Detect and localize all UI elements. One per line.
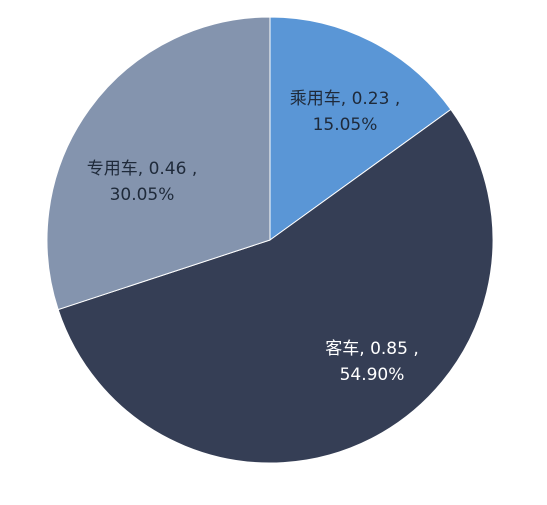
percent-label: 15.05%	[313, 115, 378, 135]
category-label: 客车	[325, 339, 359, 359]
data-label: 乘用车, 0.23 ,	[290, 89, 400, 109]
category-label: 乘用车	[290, 89, 341, 109]
separator: ,	[408, 339, 419, 359]
pie-slice	[46, 16, 271, 311]
data-label: 专用车, 0.46 ,	[87, 159, 197, 179]
separator: ,	[186, 159, 197, 179]
percent-label: 30.05%	[110, 185, 175, 205]
percent-label: 54.90%	[340, 365, 405, 385]
amount-label: 0.46	[149, 159, 187, 179]
separator: ,	[138, 159, 149, 179]
separator: ,	[341, 89, 352, 109]
data-label: 客车, 0.85 ,	[325, 339, 418, 359]
amount-label: 0.85	[370, 339, 408, 359]
pie-slice	[269, 16, 452, 241]
category-label: 专用车	[87, 159, 138, 179]
amount-label: 0.23	[352, 89, 390, 109]
separator: ,	[359, 339, 370, 359]
separator: ,	[389, 89, 400, 109]
pie-slice	[57, 108, 494, 464]
